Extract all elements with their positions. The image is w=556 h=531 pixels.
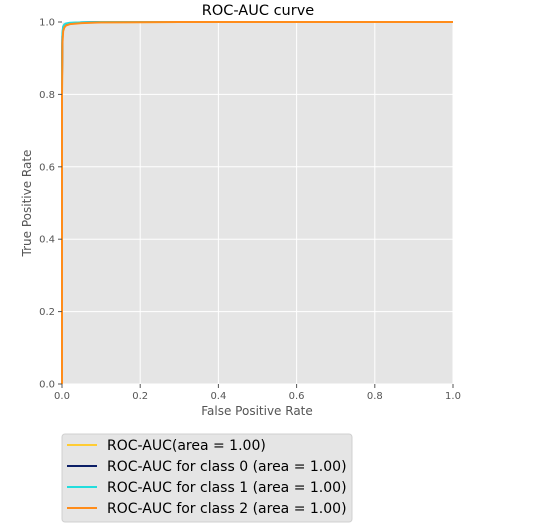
y-tick-label: 1.0 — [39, 18, 55, 29]
x-tick-label: 0.2 — [132, 391, 148, 402]
y-tick-label: 0.6 — [39, 162, 55, 173]
x-tick-label: 0.8 — [367, 391, 383, 402]
x-axis-label: False Positive Rate — [201, 404, 313, 418]
legend-label-2: ROC-AUC for class 1 (area = 1.00) — [107, 480, 347, 496]
x-tick-label: 0.6 — [289, 391, 305, 402]
legend-label-1: ROC-AUC for class 0 (area = 1.00) — [107, 459, 347, 475]
x-axis-ticks: 0.0 0.2 0.4 0.6 0.8 1.0 — [54, 384, 461, 402]
series-line-3 — [61, 21, 453, 384]
y-tick-label: 0.8 — [39, 90, 55, 101]
chart-title: ROC-AUC curve — [202, 3, 314, 19]
x-tick-label: 0.4 — [210, 391, 226, 402]
legend-box — [61, 433, 353, 523]
x-tick-label: 0.0 — [54, 391, 70, 402]
x-tick-label: 1.0 — [445, 391, 461, 402]
legend: ROC-AUC(area = 1.00) ROC-AUC for class 0 … — [61, 433, 353, 523]
legend-label-3: ROC-AUC for class 2 (area = 1.00) — [107, 501, 347, 517]
series-lines — [61, 21, 453, 384]
y-axis-label: True Positive Rate — [20, 150, 34, 258]
plot-area — [62, 22, 453, 384]
y-tick-label: 0.0 — [39, 380, 55, 391]
y-axis-ticks: 0.0 0.2 0.4 0.6 0.8 1.0 — [39, 18, 62, 391]
y-tick-label: 0.4 — [39, 235, 55, 246]
y-tick-label: 0.2 — [39, 307, 55, 318]
legend-label-0: ROC-AUC(area = 1.00) — [107, 438, 266, 454]
